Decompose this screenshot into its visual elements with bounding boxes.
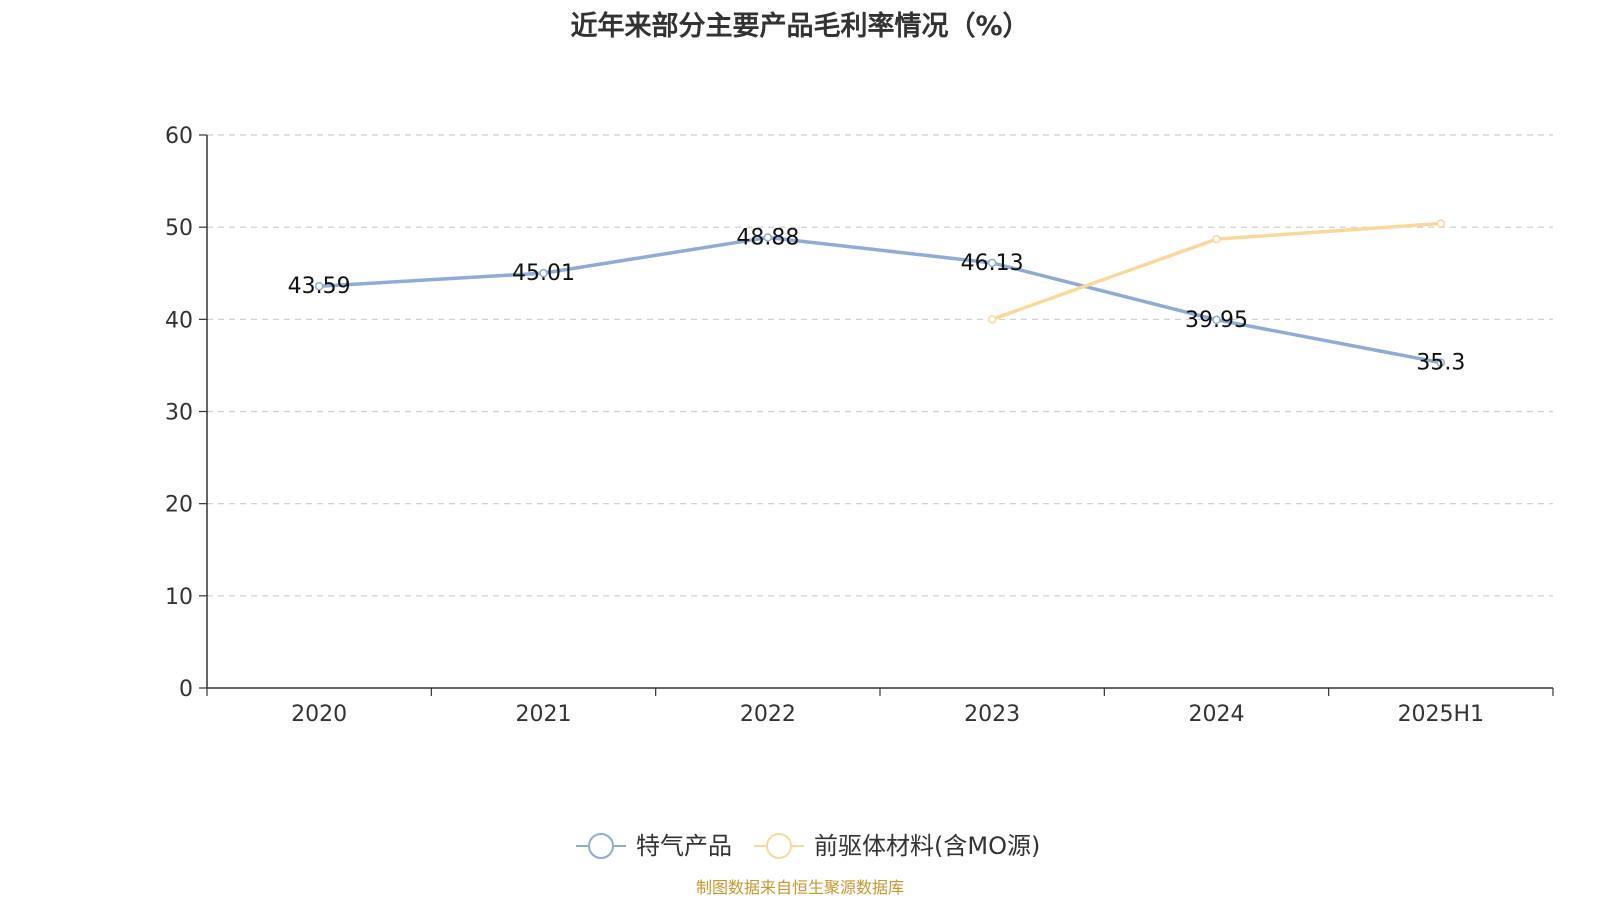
data-point	[1436, 219, 1446, 228]
data-labels: 43.59 45.01 48.88 46.13 39.95 35.3	[288, 225, 1466, 375]
y-tick-label: 20	[165, 493, 193, 518]
data-label: 45.01	[512, 261, 575, 286]
series-line-1	[319, 235, 1442, 365]
y-tick-label: 10	[165, 585, 193, 610]
y-tick-label: 40	[165, 308, 193, 333]
data-label: 43.59	[288, 274, 351, 299]
y-tick-label: 0	[179, 677, 193, 702]
x-tick-label: 2025H1	[1398, 702, 1485, 727]
legend-swatch-marker	[766, 833, 792, 859]
x-tick-label: 2020	[291, 702, 347, 727]
data-label: 46.13	[961, 251, 1024, 276]
y-tick-label: 50	[165, 216, 193, 241]
data-point	[987, 258, 997, 268]
x-tick-label: 2022	[740, 702, 796, 727]
data-source-note: 制图数据来自恒生聚源数据库	[695, 878, 904, 897]
data-point	[1436, 358, 1446, 367]
data-point	[763, 233, 773, 242]
data-point	[314, 281, 324, 291]
x-tick-label: 2023	[964, 702, 1020, 727]
data-label: 35.3	[1416, 351, 1465, 376]
legend: 特气产品 前驱体材料(含MO源)	[576, 832, 1040, 860]
data-point	[539, 268, 548, 278]
legend-label: 特气产品	[636, 832, 732, 860]
grid-lines	[207, 134, 1553, 597]
data-point	[1212, 234, 1221, 244]
x-tick-label: 2021	[516, 702, 572, 727]
y-tick-label: 30	[165, 401, 193, 426]
series-lines	[314, 219, 1446, 367]
data-point	[987, 315, 997, 324]
data-label: 39.95	[1185, 308, 1248, 333]
data-point	[1212, 315, 1221, 325]
y-tick-label: 60	[165, 124, 193, 149]
chart-title: 近年来部分主要产品毛利率情况（%）	[570, 11, 1030, 42]
data-label: 48.88	[736, 225, 799, 250]
x-tick-label: 2024	[1189, 702, 1245, 727]
axes: 0 10 20 30 40 50 60 2020 2021 2022 2023 2024 2025H1	[165, 124, 1554, 727]
legend-swatch-marker	[588, 833, 614, 859]
legend-label: 前驱体材料(含MO源)	[814, 832, 1040, 860]
